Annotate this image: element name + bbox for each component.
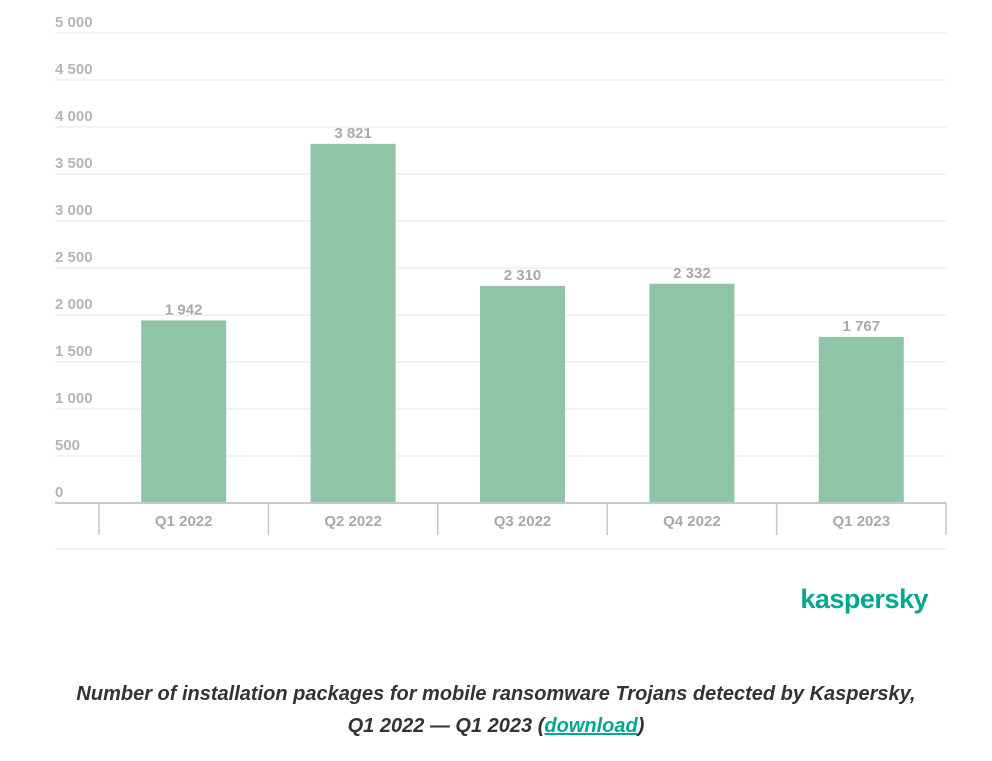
bar: [310, 143, 396, 504]
kaspersky-logo: kaspersky: [800, 584, 928, 614]
bar: [818, 336, 904, 503]
x-tick-label: Q1 2022: [155, 513, 213, 530]
x-tick-label: Q2 2022: [324, 513, 382, 530]
x-tick-label: Q4 2022: [663, 513, 721, 530]
y-tick-label: 2 500: [55, 249, 93, 266]
caption-line-2: Q1 2022 — Q1 2023 (: [347, 715, 545, 737]
bar: [141, 320, 227, 503]
figure-caption: Number of installation packages for mobi…: [40, 678, 952, 742]
data-label: 2 310: [504, 267, 542, 284]
download-link[interactable]: download: [544, 715, 638, 737]
y-tick-label: 5 000: [55, 14, 93, 31]
y-tick-label: 0: [55, 484, 63, 501]
y-tick-label: 4 000: [55, 108, 93, 125]
y-tick-label: 3 500: [55, 155, 93, 172]
bar: [480, 285, 565, 503]
data-label: 3 821: [334, 125, 372, 142]
x-tick-label: Q1 2023: [833, 513, 891, 530]
data-label: 1 767: [843, 318, 881, 335]
bar-chart: 0 500 1 000 1 500 2 000 2 500 3 000 3 500 4 000 4…: [55, 14, 947, 550]
y-tick-label: 2 000: [55, 296, 93, 313]
y-tick-label: 3 000: [55, 202, 93, 219]
data-label: 1 942: [165, 301, 203, 318]
x-tick-label: Q3 2022: [494, 513, 552, 530]
y-tick-label: 500: [55, 437, 80, 454]
y-tick-label: 1 500: [55, 343, 93, 360]
data-label: 2 332: [673, 265, 711, 282]
y-tick-label: 4 500: [55, 61, 93, 78]
bar: [649, 283, 735, 503]
caption-close: ): [637, 715, 645, 737]
caption-line-1: Number of installation packages for mobi…: [76, 683, 916, 705]
y-tick-label: 1 000: [55, 390, 93, 407]
